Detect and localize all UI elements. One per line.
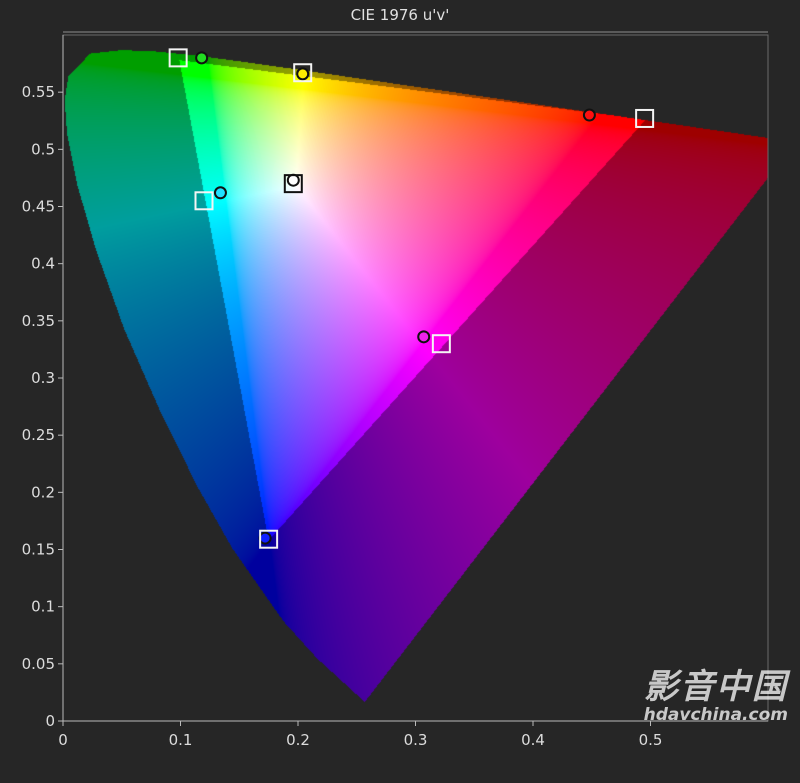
target-square-cyan xyxy=(194,191,214,211)
title-divider xyxy=(63,31,768,33)
measured-point-cyan xyxy=(213,186,227,200)
measured-point-yellow xyxy=(296,67,310,81)
watermark-logo: 影音中国 hdavchina.com xyxy=(643,666,788,726)
x-tick-label: 0 xyxy=(58,731,68,749)
y-tick-label: 0 xyxy=(45,712,55,730)
y-tick-label: 0.5 xyxy=(31,140,55,158)
y-tick-label: 0.25 xyxy=(22,426,55,444)
target-square-blue xyxy=(259,529,279,549)
chart-title: CIE 1976 u'v' xyxy=(350,6,450,24)
x-tick-label: 0.5 xyxy=(639,731,663,749)
y-tick-label: 0.45 xyxy=(22,198,55,216)
measured-point-green xyxy=(195,51,209,65)
x-tick-label: 0.3 xyxy=(404,731,428,749)
x-tick-label: 0.2 xyxy=(286,731,310,749)
measured-point-blue xyxy=(258,531,272,545)
x-tick-label: 0.1 xyxy=(169,731,193,749)
y-tick-label: 0.15 xyxy=(22,541,55,559)
y-tick-label: 0.1 xyxy=(31,598,55,616)
target-square-red xyxy=(635,108,655,128)
y-tick-label: 0.35 xyxy=(22,312,55,330)
measured-point-magenta xyxy=(417,330,431,344)
target-square-yellow xyxy=(293,63,313,83)
y-tick-label: 0.4 xyxy=(31,255,55,273)
x-tick-label: 0.4 xyxy=(521,731,545,749)
target-square-magenta xyxy=(431,334,451,354)
plot-frame xyxy=(62,34,769,722)
measured-point-white xyxy=(286,173,300,187)
measured-point-red xyxy=(582,108,596,122)
y-tick-label: 0.2 xyxy=(31,483,55,501)
y-tick-label: 0.05 xyxy=(22,655,55,673)
target-square-green xyxy=(168,48,188,68)
target-square-white xyxy=(283,174,303,194)
y-tick-label: 0.3 xyxy=(31,369,55,387)
y-tick-label: 0.55 xyxy=(22,83,55,101)
